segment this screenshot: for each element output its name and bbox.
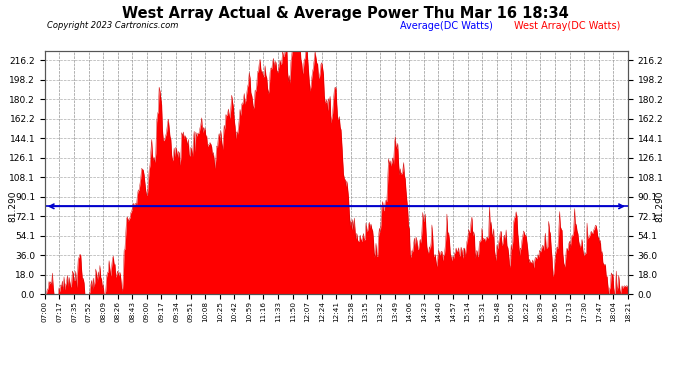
- Text: West Array(DC Watts): West Array(DC Watts): [514, 21, 620, 31]
- Text: West Array Actual & Average Power Thu Mar 16 18:34: West Array Actual & Average Power Thu Ma…: [121, 6, 569, 21]
- Text: Copyright 2023 Cartronics.com: Copyright 2023 Cartronics.com: [47, 21, 178, 30]
- Text: Average(DC Watts): Average(DC Watts): [400, 21, 493, 31]
- Text: 81.290: 81.290: [8, 190, 17, 222]
- Text: 81.290: 81.290: [656, 190, 664, 222]
